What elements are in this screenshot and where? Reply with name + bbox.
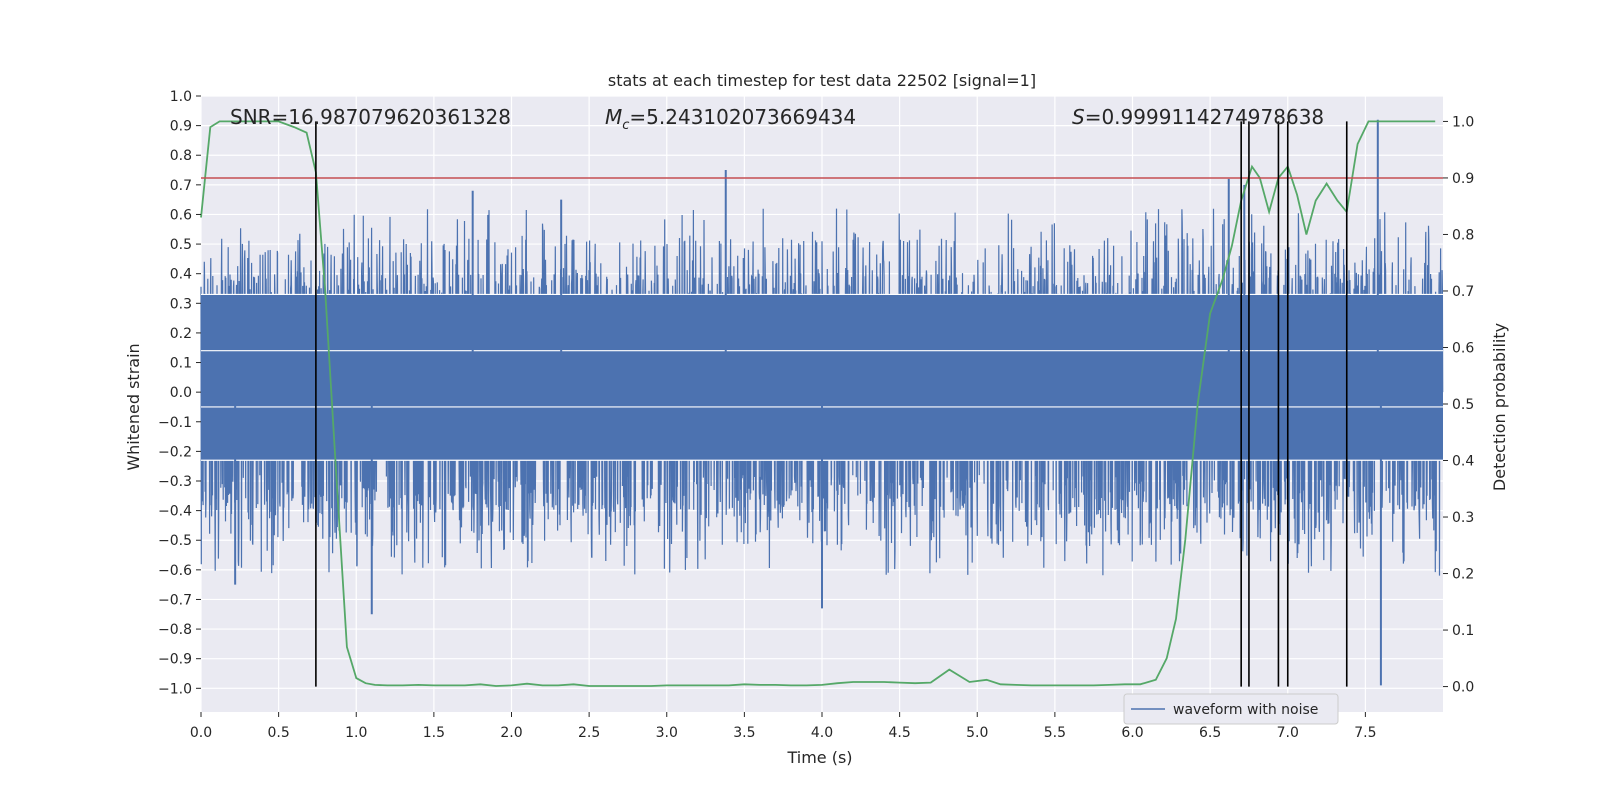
y-tick-label: −0.8 xyxy=(158,622,192,638)
y-tick-label: −0.4 xyxy=(158,504,192,520)
snr-annotation: SNR=16.987079620361328 xyxy=(230,105,511,129)
y-tick-label: −1.0 xyxy=(158,681,192,697)
y-tick-label: 1.0 xyxy=(170,89,192,105)
x-tick-label: 2.0 xyxy=(500,725,522,741)
y-tick-label: 0.3 xyxy=(170,296,192,312)
y-tick-label: 0.7 xyxy=(170,178,192,194)
x-tick-label: 5.0 xyxy=(966,725,988,741)
chirp-mass-subscript: c xyxy=(622,118,629,133)
score-annotation: S=0.9999114274978638 xyxy=(1072,105,1324,129)
x-tick-label: 1.0 xyxy=(345,725,367,741)
x-tick-label: 2.5 xyxy=(578,725,600,741)
probability-line xyxy=(200,120,1436,687)
chirp-mass-symbol: M xyxy=(605,105,622,129)
score-value: =0.9999114274978638 xyxy=(1085,105,1324,129)
y2-tick-label: 0.9 xyxy=(1452,171,1474,187)
y2-tick-label: 1.0 xyxy=(1452,114,1474,130)
y-tick-label: −0.7 xyxy=(158,592,192,608)
chirp-mass-annotation: Mc=5.243102073669434 xyxy=(605,105,856,133)
y2-axis-title: Detection probability xyxy=(1490,323,1509,491)
legend-label: waveform with noise xyxy=(1173,702,1318,718)
y-tick-label: 0.8 xyxy=(170,148,192,164)
y2-tick-label: 0.4 xyxy=(1452,454,1474,470)
y2-tick-label: 0.7 xyxy=(1452,284,1474,300)
chart-title: stats at each timestep for test data 225… xyxy=(608,71,1036,90)
x-tick-label: 7.5 xyxy=(1354,725,1376,741)
y-tick-label: 0.4 xyxy=(170,267,192,283)
x-tick-label: 7.0 xyxy=(1277,725,1299,741)
y2-tick-label: 0.5 xyxy=(1452,397,1474,413)
y2-tick-label: 0.2 xyxy=(1452,567,1474,583)
y2-tick-label: 0.6 xyxy=(1452,340,1474,356)
x-tick-label: 4.0 xyxy=(811,725,833,741)
y-tick-label: 0.6 xyxy=(170,207,192,223)
score-symbol: S xyxy=(1072,105,1085,129)
y-tick-label: −0.9 xyxy=(158,652,192,668)
y-tick-label: −0.5 xyxy=(158,533,192,549)
y-tick-label: 0.1 xyxy=(170,356,192,372)
legend-box xyxy=(1123,693,1339,725)
x-tick-label: 6.0 xyxy=(1121,725,1143,741)
y-tick-label: 0.5 xyxy=(170,237,192,253)
legend: waveform with noise xyxy=(1123,693,1339,725)
x-tick-label: 0.5 xyxy=(267,725,289,741)
y2-tick-label: 0.3 xyxy=(1452,510,1474,526)
y-tick-label: −0.2 xyxy=(158,444,192,460)
x-tick-label: 3.0 xyxy=(656,725,678,741)
y-tick-label: −0.3 xyxy=(158,474,192,490)
x-tick-label: 6.5 xyxy=(1199,725,1221,741)
ticks: 0.0 0.5 1.0 1.5 2.0 2.5 3.0 3.5 4.0 4.5 5.0 5.5 6.0 6… xyxy=(158,89,1474,741)
y2-tick-label: 0.8 xyxy=(1452,227,1474,243)
waveform-peaks xyxy=(234,119,1382,686)
x-tick-label: 4.5 xyxy=(888,725,910,741)
y-tick-label: −0.1 xyxy=(158,415,192,431)
y-tick-label: 0.0 xyxy=(170,385,192,401)
chirp-mass-value: =5.243102073669434 xyxy=(629,105,856,129)
y-tick-label: −0.6 xyxy=(158,563,192,579)
x-tick-label: 0.0 xyxy=(190,725,212,741)
y-tick-label: 0.9 xyxy=(170,119,192,135)
probability-series xyxy=(200,120,1436,687)
y-tick-label: 0.2 xyxy=(170,326,192,342)
vertical-markers xyxy=(315,121,1348,687)
x-tick-label: 1.5 xyxy=(423,725,445,741)
x-tick-label: 5.5 xyxy=(1044,725,1066,741)
y2-tick-label: 0.1 xyxy=(1452,623,1474,639)
y2-tick-label: 0.0 xyxy=(1452,680,1474,696)
x-tick-label: 3.5 xyxy=(733,725,755,741)
x-axis-title: Time (s) xyxy=(786,748,852,767)
y-axis-title: Whitened strain xyxy=(124,343,143,470)
